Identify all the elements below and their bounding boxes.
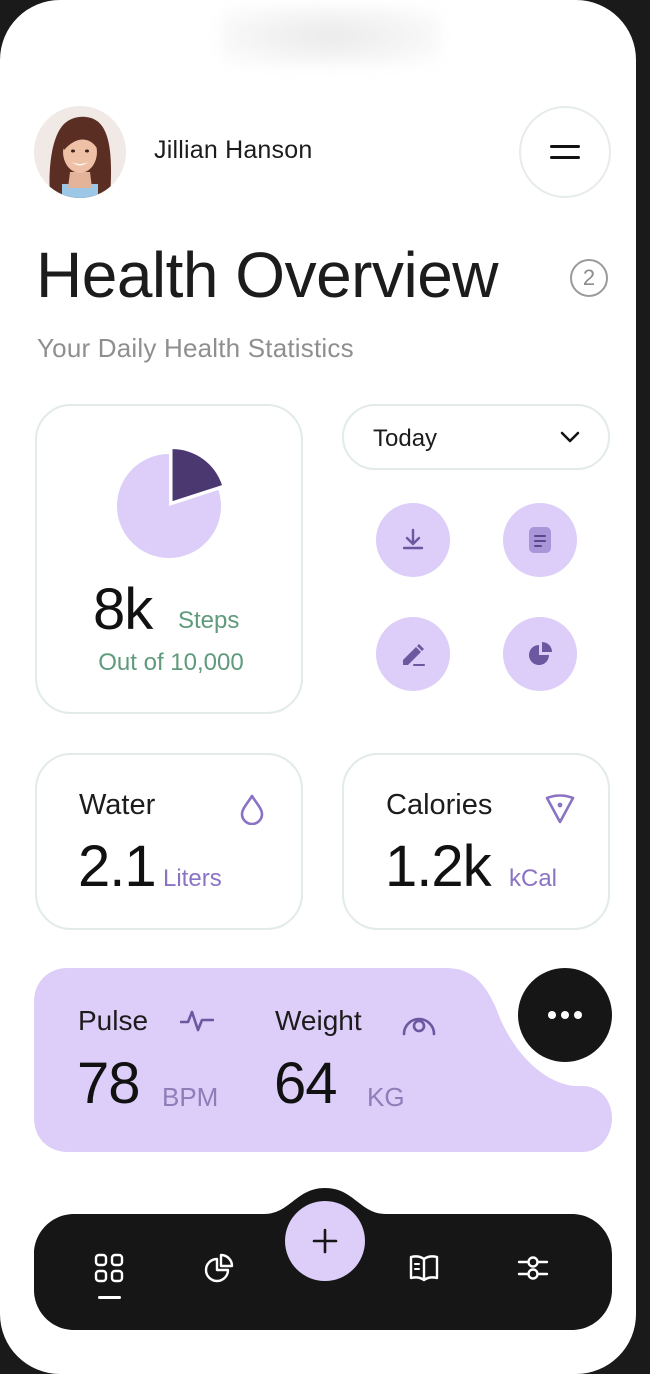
book-icon bbox=[409, 1255, 439, 1282]
nav-active-indicator bbox=[98, 1296, 121, 1299]
document-icon bbox=[529, 527, 551, 553]
nav-journal[interactable] bbox=[404, 1248, 444, 1288]
calories-card[interactable]: Calories 1.2k kCal bbox=[342, 753, 610, 930]
pencil-icon bbox=[403, 644, 425, 666]
nav-statistics[interactable] bbox=[199, 1248, 239, 1288]
pizza-slice-icon bbox=[545, 794, 575, 824]
pulse-value: 78 bbox=[77, 1051, 141, 1116]
more-options-button[interactable] bbox=[518, 968, 612, 1062]
vitals-card[interactable]: Pulse 78 BPM Weight 64 KG bbox=[34, 968, 612, 1152]
water-label: Water bbox=[79, 789, 156, 821]
nav-settings[interactable] bbox=[513, 1248, 553, 1288]
hamburger-icon bbox=[550, 145, 580, 159]
weight-label: Weight bbox=[275, 1005, 362, 1036]
phone-screen: Jillian Hanson Health Overview 2 Your Da… bbox=[0, 0, 636, 1374]
menu-button[interactable] bbox=[519, 106, 611, 198]
calories-label: Calories bbox=[386, 789, 493, 821]
steps-pie-chart bbox=[117, 449, 222, 558]
nav-dashboard[interactable] bbox=[89, 1248, 129, 1288]
steps-card[interactable]: 8k Steps Out of 10,000 bbox=[35, 404, 303, 714]
water-value: 2.1 bbox=[78, 834, 157, 899]
avatar[interactable] bbox=[34, 106, 126, 198]
water-unit: Liters bbox=[163, 865, 222, 892]
edit-button[interactable] bbox=[376, 617, 450, 691]
download-icon bbox=[402, 528, 424, 550]
steps-pie-slice bbox=[172, 449, 222, 502]
steps-value: 8k bbox=[93, 577, 153, 642]
status-bar-area bbox=[220, 6, 440, 66]
document-button[interactable] bbox=[503, 503, 577, 577]
pulse-label: Pulse bbox=[78, 1005, 149, 1036]
page-title: Health Overview bbox=[36, 239, 499, 311]
water-drop-icon bbox=[240, 794, 264, 825]
user-name: Jillian Hanson bbox=[154, 136, 313, 164]
steps-goal: Out of 10,000 bbox=[98, 649, 244, 676]
add-button[interactable] bbox=[285, 1201, 365, 1281]
page-subtitle: Your Daily Health Statistics bbox=[37, 333, 354, 363]
pulse-icon bbox=[180, 1010, 214, 1032]
sliders-icon bbox=[517, 1256, 549, 1280]
vitals-background bbox=[34, 968, 612, 1152]
water-card[interactable]: Water 2.1 Liters bbox=[35, 753, 303, 930]
weight-unit: KG bbox=[367, 1082, 405, 1112]
steps-unit: Steps bbox=[178, 607, 240, 634]
scale-icon bbox=[402, 1017, 436, 1036]
grid-icon bbox=[94, 1253, 124, 1283]
more-dots-icon bbox=[548, 1011, 582, 1019]
count-badge: 2 bbox=[570, 259, 608, 297]
download-button[interactable] bbox=[376, 503, 450, 577]
pie-chart-icon bbox=[529, 642, 552, 665]
chevron-down-icon bbox=[560, 431, 580, 443]
pulse-unit: BPM bbox=[162, 1082, 219, 1112]
stats-button[interactable] bbox=[503, 617, 577, 691]
steps-pie-remaining bbox=[117, 454, 221, 558]
period-value: Today bbox=[373, 425, 438, 452]
period-dropdown[interactable]: Today bbox=[342, 404, 610, 470]
weight-value: 64 bbox=[274, 1051, 338, 1116]
calories-value: 1.2k bbox=[385, 834, 492, 899]
calories-unit: kCal bbox=[509, 865, 558, 892]
plus-icon bbox=[312, 1228, 338, 1254]
pie-chart-icon bbox=[204, 1253, 234, 1283]
